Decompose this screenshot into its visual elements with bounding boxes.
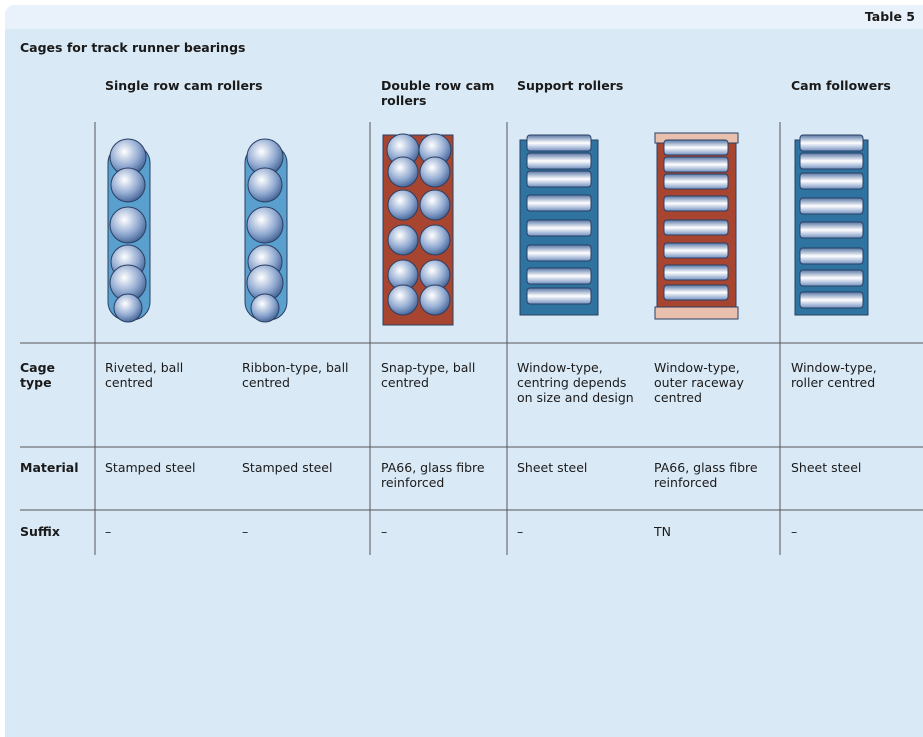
row-label: Cage type (20, 360, 56, 390)
cell: – (242, 524, 249, 539)
group-header: Double row cam rollers (381, 78, 495, 108)
cell: – (791, 524, 798, 539)
group-header: Cam followers (791, 78, 891, 93)
ball-cage-riveted (107, 138, 151, 323)
roller-cage-support (519, 134, 599, 316)
cell: Stamped steel (105, 460, 196, 475)
ball-cage-snap (382, 133, 454, 326)
row-label: Material (20, 460, 79, 475)
cell: Sheet steel (791, 460, 862, 475)
group-header: Support rollers (517, 78, 624, 93)
cell: Window-type, roller centred (791, 360, 877, 390)
panel (5, 5, 923, 737)
cell: Ribbon-type, ball centred (242, 360, 349, 390)
cell: Snap-type, ball centred (381, 360, 476, 390)
group-header: Single row cam rollers (105, 78, 263, 93)
cell: Sheet steel (517, 460, 588, 475)
table-label: Table 5 (864, 9, 915, 24)
cell: PA66, glass fibre reinforced (654, 460, 758, 490)
row-label: Suffix (20, 524, 60, 539)
cell: – (517, 524, 524, 539)
roller-cage-follower (794, 134, 869, 316)
cell: Stamped steel (242, 460, 333, 475)
cell: PA66, glass fibre reinforced (381, 460, 485, 490)
rules (20, 122, 923, 555)
cell: – (105, 524, 112, 539)
header-bar (5, 5, 923, 29)
ball-cage-ribbon (244, 138, 288, 323)
cell: – (381, 524, 388, 539)
table-title: Cages for track runner bearings (20, 40, 246, 55)
roller-cage-outer (654, 132, 739, 320)
cell: Riveted, ball centred (105, 360, 184, 390)
cell: TN (654, 524, 671, 539)
cell: Window-type, centring depends on size an… (517, 360, 634, 405)
cell: Window-type, outer raceway centred (654, 360, 744, 405)
